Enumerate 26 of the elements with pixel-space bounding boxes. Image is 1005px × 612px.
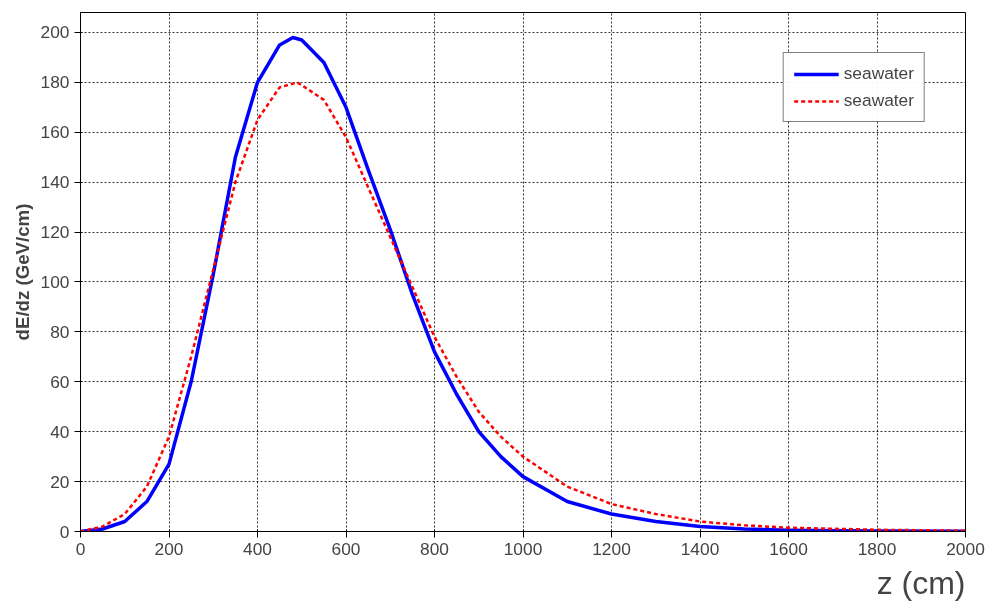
y-tick-label: 20 [50,471,70,492]
y-tick-label: 200 [40,22,70,43]
legend-label: seawater [843,63,914,84]
x-tick-label: 600 [331,538,361,559]
x-tick-label: 200 [154,538,184,559]
legend-label: seawater [843,90,914,111]
y-tick-label: 100 [40,271,70,292]
y-tick-label: 160 [40,122,70,143]
y-tick-label: 120 [40,222,70,243]
y-axis-title: dE/dz (GeV/cm) [11,203,33,341]
y-tick-label: 140 [40,172,70,193]
x-tick-label: 1400 [680,538,720,559]
x-tick-label: 400 [243,538,272,559]
x-tick-label: 2000 [946,538,985,559]
y-tick-label: 180 [40,72,70,93]
x-tick-label: 1200 [592,538,631,559]
x-axis-title: z (cm) [876,564,966,601]
y-tick-label: 0 [59,521,70,542]
x-tick-label: 1600 [769,538,808,559]
y-tick-label: 60 [50,371,70,392]
x-tick-label: 800 [420,538,449,559]
x-tick-label: 0 [75,538,86,559]
y-tick-label: 40 [50,421,70,442]
y-tick-label: 80 [50,321,70,342]
x-tick-label: 1000 [503,538,543,559]
x-tick-label: 1800 [857,538,897,559]
